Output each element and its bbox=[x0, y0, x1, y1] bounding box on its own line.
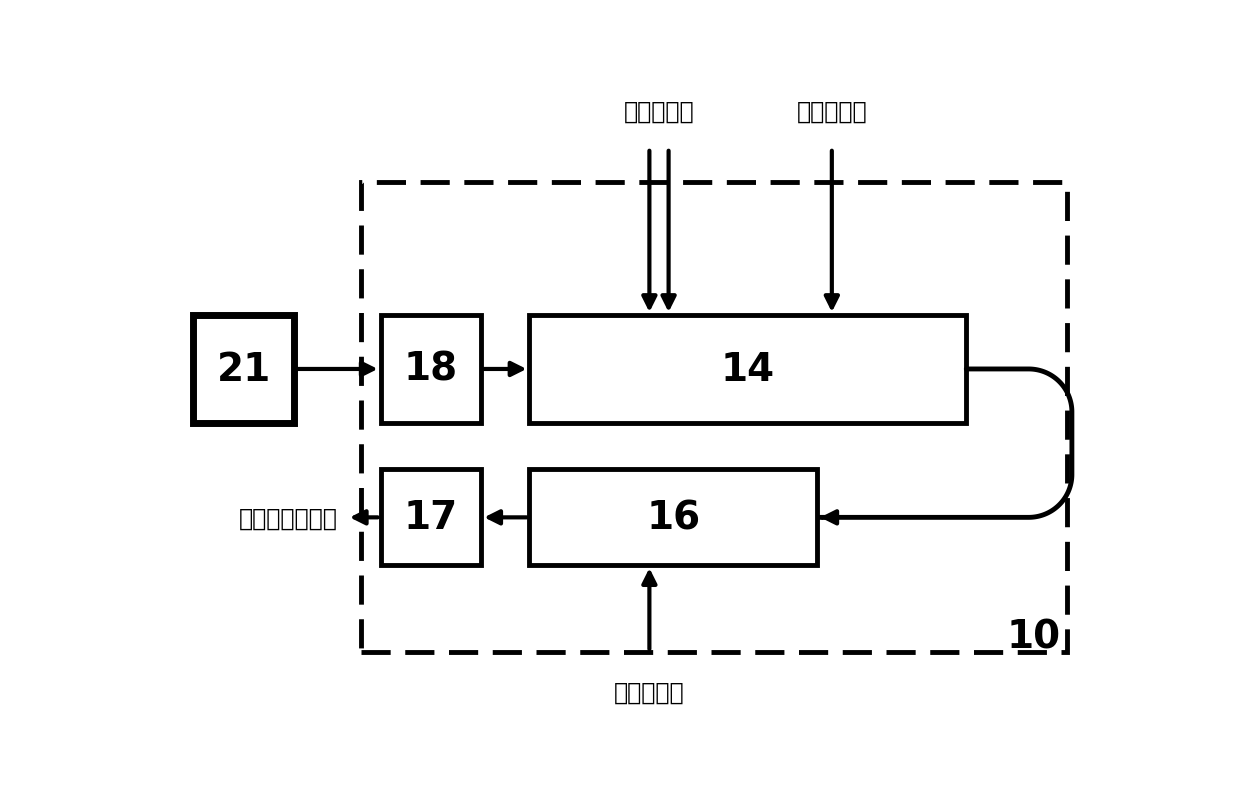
Text: 14: 14 bbox=[721, 350, 774, 388]
Bar bbox=[529, 315, 966, 423]
Text: 18: 18 bbox=[404, 350, 458, 388]
Text: 调制后的光信号: 调制后的光信号 bbox=[238, 506, 337, 529]
Bar bbox=[380, 470, 481, 565]
Text: 电控制信号: 电控制信号 bbox=[797, 100, 867, 124]
Bar bbox=[362, 183, 1067, 652]
Text: 10: 10 bbox=[1006, 618, 1061, 655]
Text: 电调制信号: 电调制信号 bbox=[623, 100, 694, 124]
Text: 17: 17 bbox=[404, 499, 458, 537]
Text: 21: 21 bbox=[217, 350, 271, 388]
Bar bbox=[193, 315, 294, 423]
Bar bbox=[529, 470, 818, 565]
Text: 16: 16 bbox=[647, 499, 700, 537]
Text: 电控制信号: 电控制信号 bbox=[615, 680, 685, 704]
Bar bbox=[380, 315, 481, 423]
